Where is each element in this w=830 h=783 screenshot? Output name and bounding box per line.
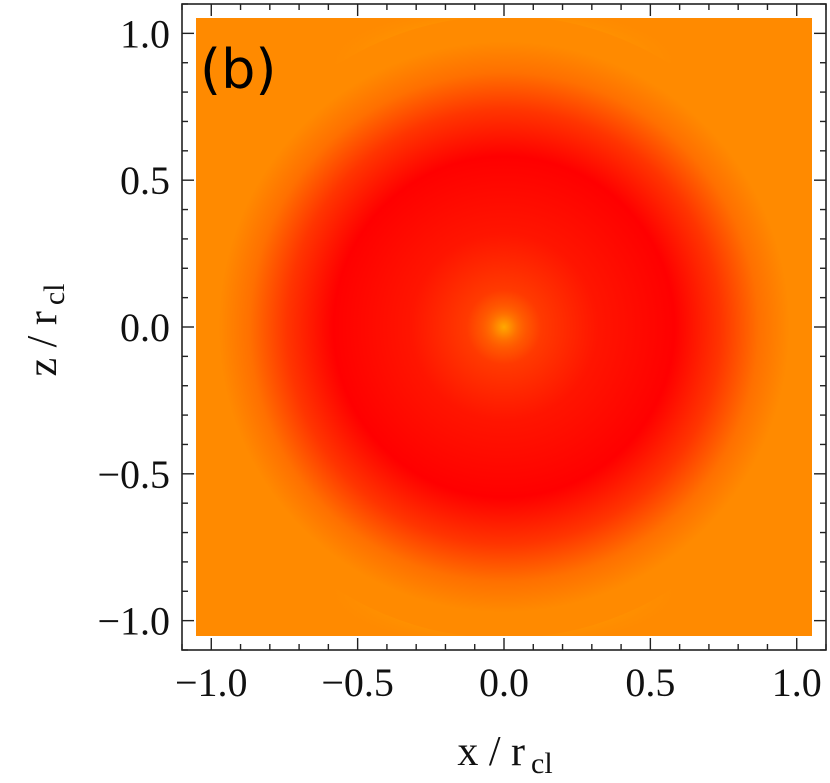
y-tick-label: 1.0: [120, 11, 170, 56]
y-tick-label: 0.5: [120, 158, 170, 203]
y-axis-title: z / r cl: [20, 284, 71, 377]
plot-area: [196, 18, 812, 636]
y-tick-labels: 1.0 0.5 0.0 −0.5 −1.0: [97, 11, 170, 643]
y-tick-label: −0.5: [97, 452, 170, 497]
x-axis-sub: cl: [531, 747, 553, 778]
tick-marks: [181, 3, 827, 651]
x-tick-label: 0.5: [625, 660, 675, 705]
x-tick-label: −0.5: [321, 660, 394, 705]
y-axis-sub: cl: [38, 284, 71, 306]
x-axis-title: x / r cl: [457, 729, 552, 778]
panel-label: (b): [200, 38, 276, 101]
x-axis-sep: /: [478, 729, 511, 775]
x-tick-label: 0.0: [479, 660, 529, 705]
y-tick-label: 0.0: [120, 305, 170, 350]
y-tick-label: −1.0: [97, 599, 170, 644]
x-axis-var: x: [457, 729, 478, 775]
x-tick-label: 1.0: [772, 660, 822, 705]
x-axis-sym: r: [511, 729, 525, 775]
y-axis-var: z: [20, 358, 66, 377]
y-axis-sym: r: [20, 311, 66, 325]
y-axis-sep: /: [20, 325, 66, 358]
x-tick-label: −1.0: [175, 660, 248, 705]
x-tick-labels: −1.0 −0.5 0.0 0.5 1.0: [175, 660, 822, 705]
central-peak: [477, 300, 531, 354]
